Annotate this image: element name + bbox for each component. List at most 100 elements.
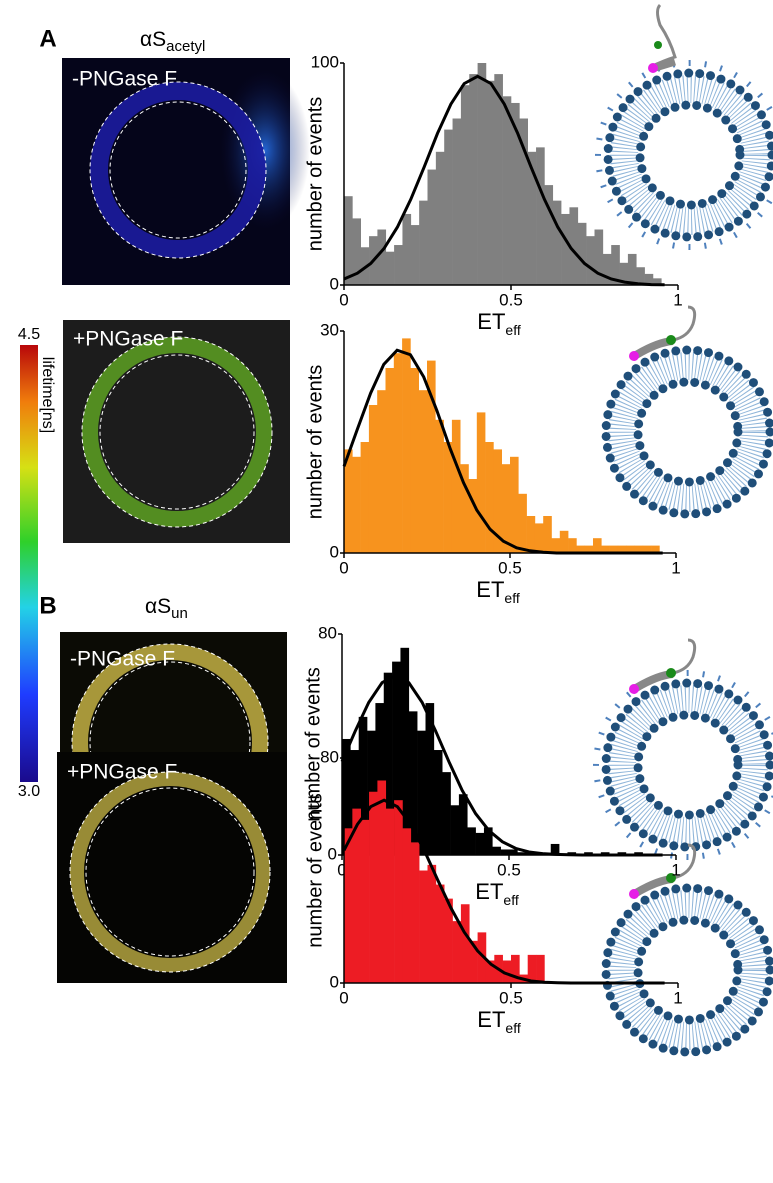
y-axis-label: number of events [304,793,326,948]
bar [485,960,495,983]
dye-acceptor [629,351,639,361]
glycans [593,670,773,860]
outline [109,101,247,239]
bar [450,805,460,855]
bar [519,118,528,285]
outer-headgroups [601,883,773,1057]
colorbar-label: lifetime[ns] [39,357,56,433]
bar [435,884,445,983]
bar [609,545,619,553]
colorbar [20,345,38,782]
bar [377,780,387,983]
bar [477,932,487,983]
bar [509,849,518,855]
inner-headgroups [633,915,743,1025]
bar [435,151,445,285]
bar [467,827,476,855]
dye-acceptor [629,684,639,694]
bar [627,253,637,285]
fit-curve [343,74,665,287]
bar [644,273,654,285]
title-main: αS [145,595,171,618]
bar [576,545,585,553]
lipid-tails [608,352,768,512]
bar [476,412,486,553]
bar [383,672,393,855]
x-tick-label: 0 [339,558,348,577]
x-tick-label: 1 [673,290,682,309]
x-axis-label: ETeff [477,309,521,338]
x-tick-label: 0.5 [498,558,522,577]
y-axis-label: number of events [304,365,326,520]
bar [435,419,444,553]
lipid-tails [608,685,768,845]
bar [594,229,604,285]
bar [427,864,437,983]
y-tick-label: 0 [330,972,339,991]
bar [536,954,545,983]
x-tick-label: 0.5 [497,860,521,879]
x-tick-label: 1 [673,988,682,1007]
panel-title: αSun [145,595,188,622]
bar [642,545,652,553]
bar [433,750,443,855]
bar [559,530,569,553]
bar [619,262,629,285]
bar [502,96,512,285]
bar [442,772,451,855]
bar [493,449,502,553]
bar [544,185,554,285]
bar [360,819,370,983]
bar [518,493,527,553]
bar [469,940,478,983]
bar [552,200,562,285]
bar [526,516,536,553]
bar [534,523,544,553]
bar [543,516,552,553]
bar [392,661,401,855]
title-sub: un [171,605,188,622]
bar [517,852,526,855]
bar [375,703,385,855]
bar [377,390,386,553]
outer-headgroups [601,678,773,852]
x-label-sub: eff [504,590,519,606]
bar [418,390,428,553]
bar [385,251,395,285]
bar [651,545,660,553]
bar [586,236,595,285]
vesicle [601,843,773,1057]
outline [89,661,251,823]
x-tick-label: 0.5 [499,988,523,1007]
fluorescence-patch [220,70,310,230]
x-axis-label: ETeff [476,577,520,606]
bar [527,151,537,285]
bar [502,960,512,983]
inner-headgroups [635,100,745,210]
title-main: αS [140,28,166,51]
bar [511,102,520,286]
bar [342,738,351,855]
bar [444,898,453,983]
bar [344,196,353,285]
x-axis-label: ETeff [477,1007,521,1036]
micrograph [57,752,287,983]
lipid-tails [610,75,770,235]
bar [419,870,428,983]
bar [475,832,485,855]
x-tick-label: 1 [671,558,680,577]
bar [602,253,612,285]
bar [527,954,537,983]
bar [394,800,403,983]
outline [71,643,269,841]
bar [352,456,361,553]
vesicle [595,3,773,250]
bar [360,442,370,553]
bar [393,353,403,553]
membrane-ring [70,772,270,972]
x-label-main: ET [477,1007,505,1032]
bar [593,538,602,553]
bar [402,338,411,553]
bar [410,842,420,983]
x-tick-label: 0 [337,860,346,879]
